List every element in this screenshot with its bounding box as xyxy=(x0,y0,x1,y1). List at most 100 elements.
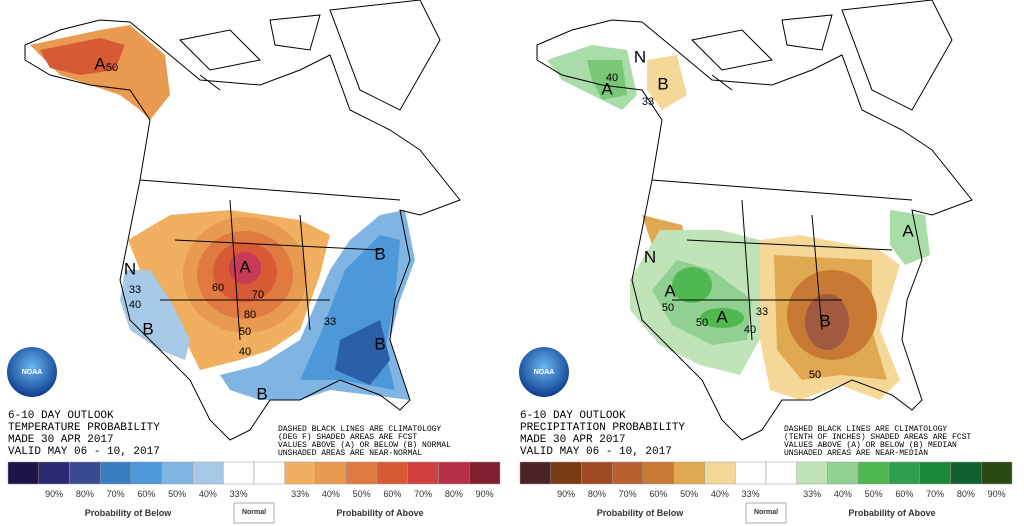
legend-label: 40% xyxy=(834,489,852,499)
map-label: A xyxy=(902,221,914,240)
legend-swatch xyxy=(284,461,316,485)
legend-swatch xyxy=(827,461,859,485)
legend-swatch xyxy=(407,461,439,485)
map-label: 70 xyxy=(252,289,264,301)
map-label: 33 xyxy=(642,96,654,108)
legend-swatch xyxy=(161,461,193,485)
noaa-logo xyxy=(5,345,59,399)
legend-label: 50% xyxy=(168,489,186,499)
map-label: 33 xyxy=(756,306,768,318)
legend-swatch xyxy=(7,461,39,485)
title-line: TEMPERATURE PROBABILITY xyxy=(8,422,160,434)
legend-label: 80% xyxy=(957,489,975,499)
legend-swatch xyxy=(469,461,501,485)
legend-above: Probability of Above xyxy=(848,508,935,518)
map-label: A xyxy=(716,307,728,326)
map-note: (DEG F) SHADED AREAS ARE FCST xyxy=(278,433,417,442)
map-label: B xyxy=(657,74,668,93)
legend-label: 60% xyxy=(895,489,913,499)
legend-label: 40% xyxy=(199,489,217,499)
map-note: UNSHADED AREAS ARE NEAR-NORMAL xyxy=(278,449,422,458)
legend-normal: Normal xyxy=(754,509,778,516)
legend-swatch xyxy=(950,461,982,485)
legend-label: 70% xyxy=(619,489,637,499)
legend-swatch xyxy=(735,461,767,485)
title-line: 6-10 DAY OUTLOOK xyxy=(520,410,626,422)
map-label: N xyxy=(634,47,646,66)
temperature-map xyxy=(24,0,461,441)
legend-label: 33% xyxy=(291,489,309,499)
title-line: MADE 30 APR 2017 xyxy=(520,434,626,446)
title-line: VALID MAY 06 - 10, 2017 xyxy=(520,446,672,458)
title-line: VALID MAY 06 - 10, 2017 xyxy=(8,446,160,458)
legend-swatch xyxy=(888,461,920,485)
map-label: B xyxy=(374,334,385,353)
legend-swatch xyxy=(765,461,797,485)
normal-box xyxy=(233,502,275,524)
map-label: 40 xyxy=(606,72,618,84)
legend-swatch xyxy=(796,461,828,485)
legend-swatch xyxy=(69,461,101,485)
map-label: B xyxy=(819,311,830,330)
title-line: 6-10 DAY OUTLOOK xyxy=(8,410,114,422)
noaa-logo-text: NOAA xyxy=(22,369,43,376)
legend-label: 50% xyxy=(865,489,883,499)
map-note: DASHED BLACK LINES ARE CLIMATOLOGY xyxy=(784,425,947,434)
legend-label: 90% xyxy=(476,489,494,499)
legend-label: 60% xyxy=(383,489,401,499)
noaa-logo xyxy=(517,345,571,399)
legend-swatch xyxy=(550,461,582,485)
legend-swatch xyxy=(376,461,408,485)
legend-swatch xyxy=(981,461,1013,485)
map-note: DASHED BLACK LINES ARE CLIMATOLOGY xyxy=(278,425,441,434)
map-label: 50 xyxy=(239,326,251,338)
legend-normal: Normal xyxy=(242,509,266,516)
legend-swatch xyxy=(581,461,613,485)
legend-label: 80% xyxy=(588,489,606,499)
legend-label: 33% xyxy=(803,489,821,499)
legend-swatch xyxy=(438,461,470,485)
legend-label: 50% xyxy=(353,489,371,499)
map-label: 40 xyxy=(239,346,251,358)
legend-label: 70% xyxy=(926,489,944,499)
legend-label: 70% xyxy=(107,489,125,499)
legend-swatch xyxy=(223,461,255,485)
legend-swatch xyxy=(612,461,644,485)
legend-swatch xyxy=(642,461,674,485)
legend-label: 90% xyxy=(557,489,575,499)
legend-swatch xyxy=(919,461,951,485)
map-label: A xyxy=(94,54,106,73)
legend-swatch xyxy=(519,461,551,485)
legend-swatch xyxy=(858,461,890,485)
map-label: A xyxy=(239,257,251,276)
title-line: PRECIPITATION PROBABILITY xyxy=(520,422,685,434)
legend-label: 60% xyxy=(649,489,667,499)
map-label: B xyxy=(142,319,153,338)
legend-label: 33% xyxy=(742,489,760,499)
map-label: A xyxy=(601,79,613,98)
title-line: MADE 30 APR 2017 xyxy=(8,434,114,446)
map-label: 40 xyxy=(744,324,756,336)
legend-label: 33% xyxy=(230,489,248,499)
map-label: 33 xyxy=(324,316,336,328)
legend-label: 50% xyxy=(680,489,698,499)
map-label: A xyxy=(664,281,676,300)
legend-swatch xyxy=(100,461,132,485)
normal-box xyxy=(745,502,787,524)
legend-label: 90% xyxy=(988,489,1006,499)
legend-label: 60% xyxy=(137,489,155,499)
legend-label: 80% xyxy=(445,489,463,499)
map-label: 50 xyxy=(809,369,821,381)
legend-above: Probability of Above xyxy=(336,508,423,518)
legend-label: 70% xyxy=(414,489,432,499)
map-label: 50 xyxy=(662,302,674,314)
legend-swatch xyxy=(192,461,224,485)
legend-swatch xyxy=(130,461,162,485)
legend-label: 90% xyxy=(45,489,63,499)
map-label: 50 xyxy=(106,62,118,74)
map-label: 33 xyxy=(129,284,141,296)
legend-label: 80% xyxy=(76,489,94,499)
map-label: B xyxy=(256,384,267,403)
map-label: 50 xyxy=(696,317,708,329)
